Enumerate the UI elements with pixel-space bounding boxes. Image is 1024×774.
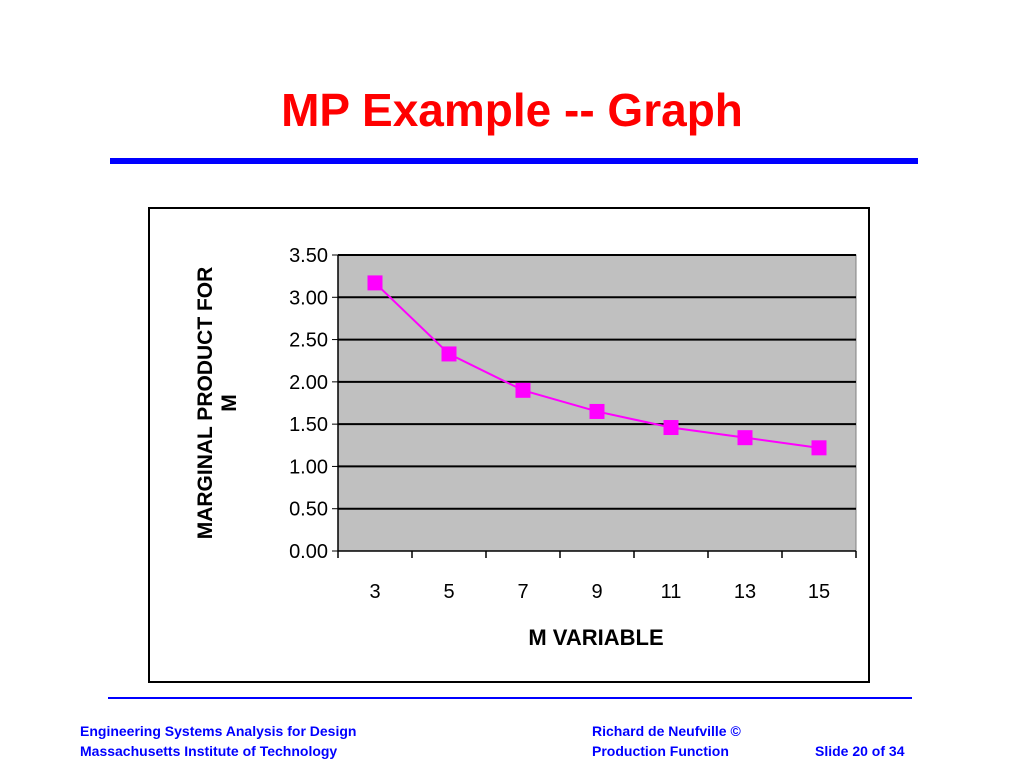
data-point-marker [737, 430, 753, 446]
x-tick-label: 11 [661, 581, 682, 603]
series-layer [367, 275, 827, 456]
footer-slide-number: Slide 20 of 34 [815, 743, 905, 759]
y-axis-label: MARGINAL PRODUCT FOR M [194, 267, 241, 540]
line-chart: 0.00 0.50 1.00 1.50 2.00 2.50 3.00 3.50 3 5 7 9 11 13… [194, 245, 857, 650]
footer-course: Engineering Systems Analysis for Design [80, 723, 357, 739]
data-point-marker [663, 420, 679, 436]
footer-topic: Production Function [592, 743, 729, 759]
x-tick-label: 9 [591, 581, 602, 603]
chart-frame: 0.00 0.50 1.00 1.50 2.00 2.50 3.00 3.50 3 5 7 9 11 13… [148, 207, 870, 683]
footer-institution: Massachusetts Institute of Technology [80, 743, 338, 759]
y-axis-label-line-2: M [218, 394, 241, 412]
data-point-marker [811, 440, 827, 456]
y-tick-label: 1.00 [289, 456, 328, 478]
data-point-marker [367, 275, 383, 291]
y-axis-label-line-1: MARGINAL PRODUCT FOR [194, 267, 217, 540]
y-tick-label: 2.00 [289, 372, 328, 394]
gridlines [338, 254, 856, 510]
data-point-marker [589, 403, 605, 419]
y-tick-label: 0.00 [289, 541, 328, 563]
footer-rule [108, 697, 912, 699]
y-tick-label: 0.50 [289, 499, 328, 521]
footer-author: Richard de Neufville © [592, 723, 741, 739]
y-tick-label: 1.50 [289, 414, 328, 436]
x-tick-label: 15 [808, 581, 830, 603]
y-tick-label: 3.50 [289, 245, 328, 267]
y-tick-label: 3.00 [289, 287, 328, 309]
x-tick-label: 5 [443, 581, 454, 603]
x-tick-label: 13 [734, 581, 756, 603]
y-tick-label: 2.50 [289, 330, 328, 352]
title-rule [110, 158, 918, 164]
tick-labels: 0.00 0.50 1.00 1.50 2.00 2.50 3.00 3.50 3 5 7 9 11 13… [289, 245, 830, 603]
x-tick-label: 3 [369, 581, 380, 603]
axes [332, 254, 857, 558]
data-point-marker [515, 382, 531, 398]
data-point-marker [441, 346, 457, 362]
plot-area [337, 254, 857, 552]
slide-title: MP Example -- Graph [281, 84, 743, 136]
x-axis-label: M VARIABLE [528, 625, 663, 650]
x-tick-label: 7 [517, 581, 528, 603]
